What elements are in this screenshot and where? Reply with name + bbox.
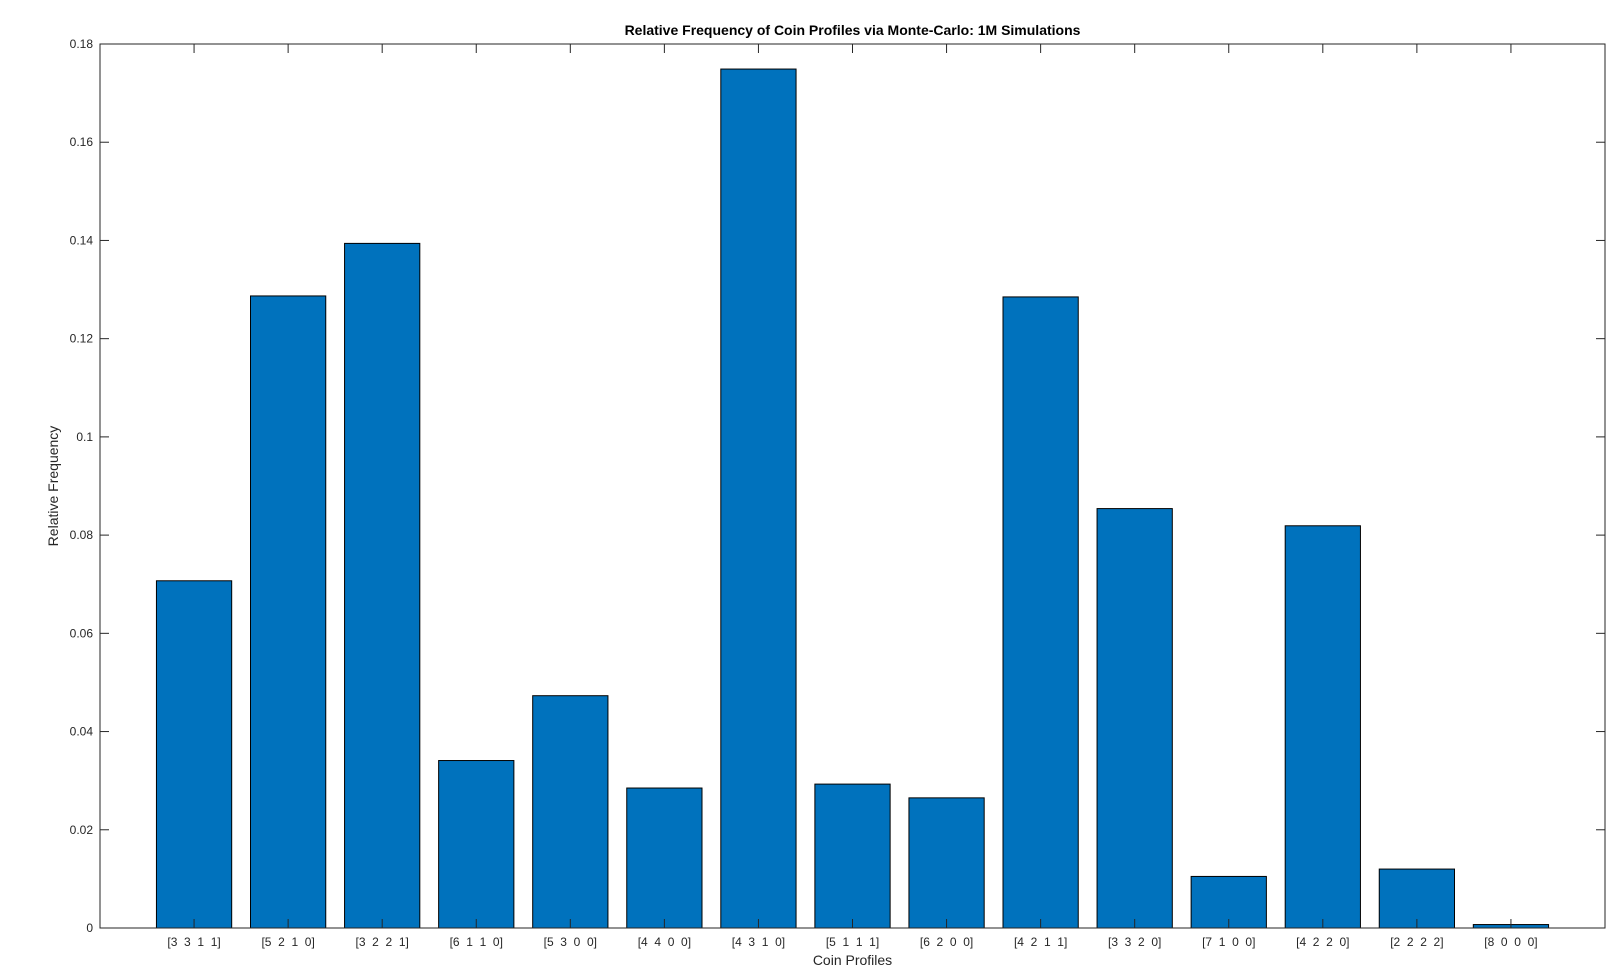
x-axis-label: Coin Profiles [813,952,892,968]
x-tick-label: [3 2 2 1] [356,935,409,949]
y-tick-label: 0.18 [70,37,94,51]
y-tick-label: 0.14 [70,233,94,247]
ticks-layer [100,43,1605,929]
bar [626,787,703,929]
x-tick-label: [3 3 2 0] [1108,935,1161,949]
bar [532,695,609,929]
x-tick-label: [4 3 1 0] [732,935,785,949]
bar [250,295,327,929]
x-tick-label: [6 1 1 0] [450,935,503,949]
y-tick-label: 0.08 [70,528,94,542]
x-tick-label: [5 3 0 0] [544,935,597,949]
plot-area-frame [99,43,1606,929]
x-tick-label: [8 0 0 0] [1484,935,1537,949]
y-tick-label: 0 [86,921,93,935]
bar [1002,296,1079,929]
bar [1284,525,1361,929]
labels-layer: 0 0.02 0.04 0.06 0.08 0.1 0.12 0.14 0.16 0.18 [3 3… [70,37,1538,949]
chart-title: Relative Frequency of Coin Profiles via … [625,22,1081,38]
x-tick-label: [6 2 0 0] [920,935,973,949]
x-tick-label: [4 4 0 0] [638,935,691,949]
x-tick-label: [5 2 1 0] [261,935,314,949]
bar [1096,508,1173,929]
bar [155,580,233,929]
y-tick-label: 0.1 [76,430,93,444]
x-tick-label: [4 2 1 1] [1014,935,1067,949]
y-tick-label: 0.16 [70,135,94,149]
y-tick-label: 0.04 [70,725,94,739]
bar [1378,868,1455,929]
x-tick-label: [2 2 2 2] [1390,935,1443,949]
y-axis-label: Relative Frequency [45,426,61,547]
y-tick-label: 0.12 [70,332,94,346]
x-tick-label: [5 1 1 1] [826,935,879,949]
x-tick-label: [7 1 0 0] [1202,935,1255,949]
bars-layer [155,68,1550,929]
bar [438,760,515,929]
bar [908,797,985,929]
y-tick-label: 0.06 [70,626,94,640]
x-tick-label: [3 3 1 1] [167,935,220,949]
bar [720,68,797,929]
y-tick-label: 0.02 [70,823,94,837]
x-tick-label: [4 2 2 0] [1296,935,1349,949]
bar [344,242,421,929]
bar [814,783,891,929]
